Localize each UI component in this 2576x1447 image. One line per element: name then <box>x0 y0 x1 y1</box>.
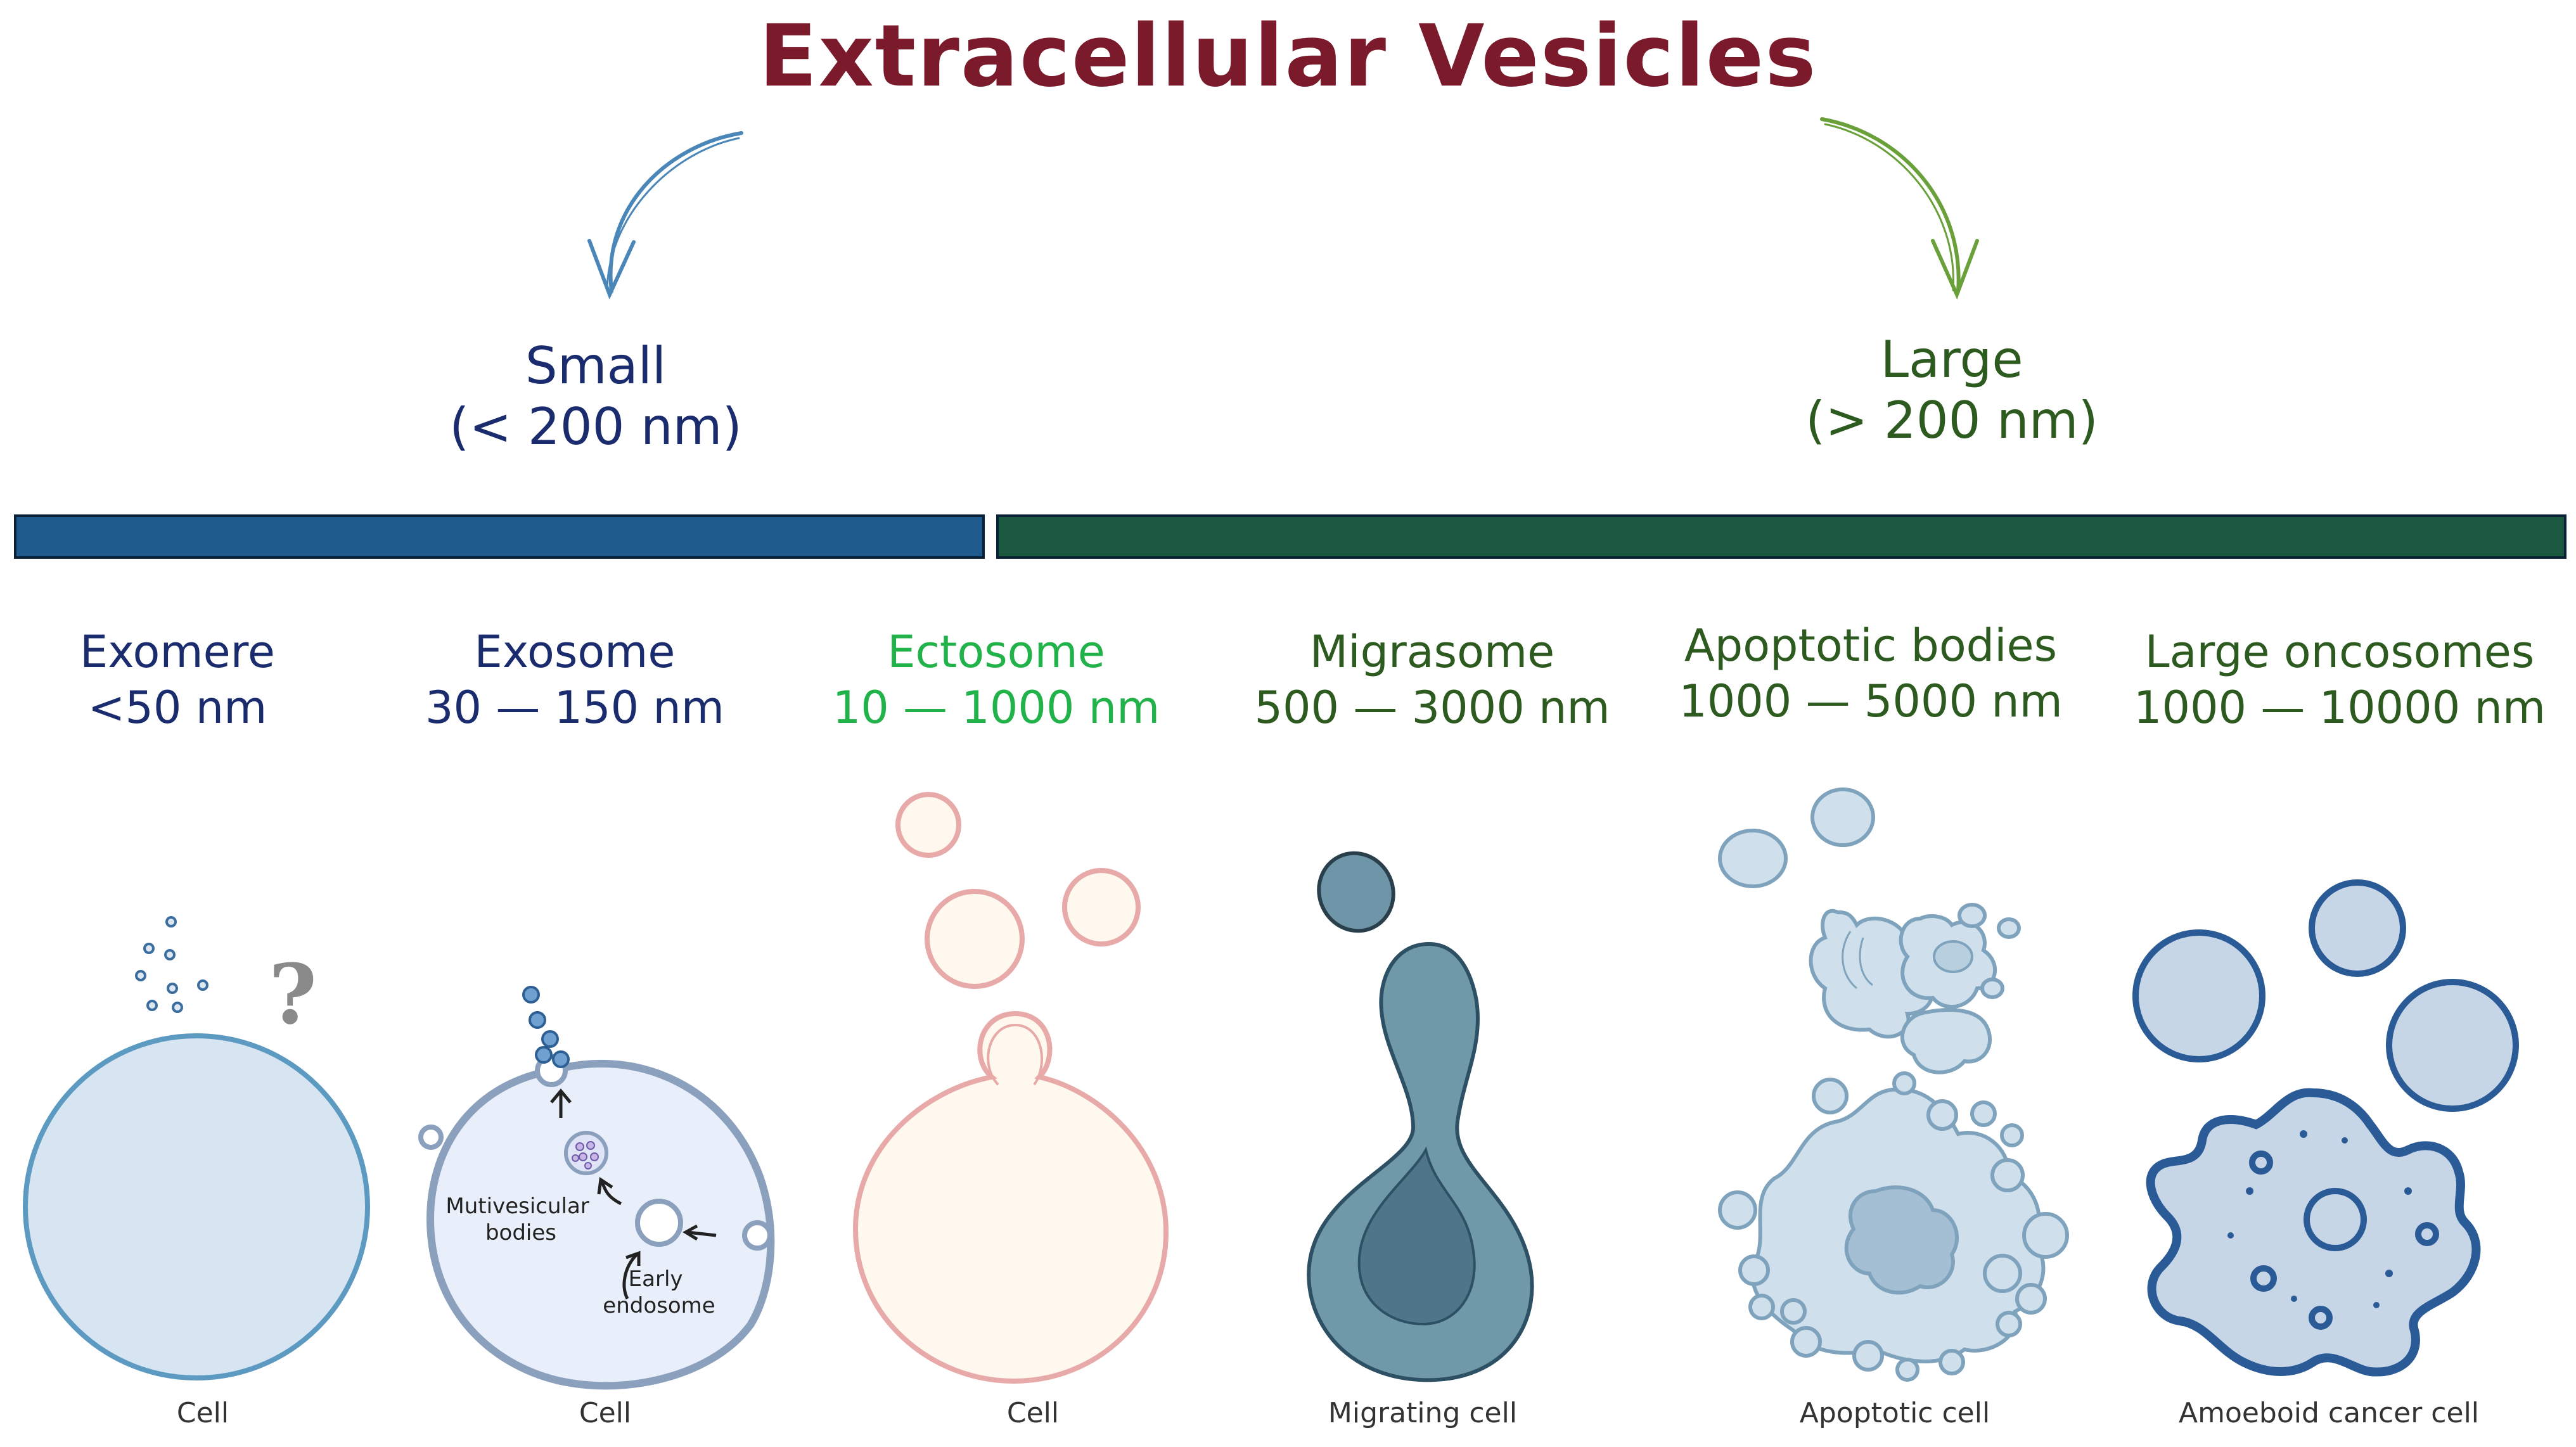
exosome-name: Exosome <box>474 626 676 678</box>
diagram-title: Extracellular Vesicles <box>759 6 1817 106</box>
small-arrow <box>587 131 743 300</box>
exomere-caption: Cell <box>176 1397 229 1429</box>
migrasome-name: Migrasome <box>1309 626 1555 678</box>
exomere-size: <50 nm <box>87 682 267 734</box>
small-category-label: Small (< 200 nm) <box>406 336 786 457</box>
apoptotic-bodies-name: Apoptotic bodies <box>1684 620 2058 672</box>
mvb-label: Mutivesicular bodies <box>445 1194 596 1246</box>
large-oncosomes-name: Large oncosomes <box>2144 626 2535 678</box>
exosome-size: 30 — 150 nm <box>425 682 724 734</box>
large-oncosomes-size: 1000 — 10000 nm <box>2133 682 2546 734</box>
exomere-heading: Exomere <50 nm <box>0 624 418 736</box>
apoptotic-bodies-size: 1000 — 5000 nm <box>1679 675 2063 727</box>
small-size-bar <box>14 514 985 559</box>
apoptotic-cell <box>1718 787 2069 1382</box>
exomere-name: Exomere <box>80 626 275 678</box>
large-category-range: (> 200 nm) <box>1805 391 2098 450</box>
small-category-range: (< 200 nm) <box>449 397 742 456</box>
large-oncosomes-heading: Large oncosomes 1000 — 10000 nm <box>2099 624 2576 736</box>
mvb-label-line2: bodies <box>485 1220 556 1246</box>
mvb-label-line1: Mutivesicular <box>445 1194 589 1219</box>
exomere-question-mark: ? <box>269 946 317 1043</box>
ectosome-name: Ectosome <box>887 626 1105 678</box>
migrasome-caption: Migrating cell <box>1328 1397 1518 1429</box>
large-oncosomes-cell <box>2132 879 2519 1377</box>
large-category-label: Large (> 200 nm) <box>1762 329 2142 451</box>
exosome-heading: Exosome 30 — 150 nm <box>334 624 816 736</box>
ectosome-size: 10 — 1000 nm <box>832 682 1160 734</box>
endosome-label: Early endosome <box>603 1266 715 1318</box>
exomere-cell: ? <box>23 916 370 1380</box>
migrasome-size: 500 — 3000 nm <box>1254 682 1610 734</box>
endosome-label-line1: Early <box>629 1266 683 1292</box>
apoptotic-bodies-caption: Apoptotic cell <box>1799 1397 1990 1429</box>
exosome-caption: Cell <box>579 1397 632 1429</box>
endosome-label-line2: endosome <box>603 1293 715 1318</box>
small-category-name: Small <box>525 336 667 395</box>
exosome-cell: Mutivesicular bodies Early endosome <box>418 986 775 1390</box>
migrasome-cell <box>1307 851 1534 1382</box>
ectosome-caption: Cell <box>1006 1397 1060 1429</box>
ectosome-cell <box>852 792 1169 1384</box>
apoptotic-bodies-heading: Apoptotic bodies 1000 — 5000 nm <box>1630 618 2111 729</box>
large-category-name: Large <box>1880 330 2023 389</box>
migrasome-heading: Migrasome 500 — 3000 nm <box>1191 624 1673 736</box>
large-oncosomes-caption: Amoeboid cancer cell <box>2178 1397 2480 1429</box>
large-size-bar <box>996 514 2566 559</box>
large-arrow <box>1820 117 1979 300</box>
ectosome-heading: Ectosome 10 — 1000 nm <box>755 624 1237 736</box>
